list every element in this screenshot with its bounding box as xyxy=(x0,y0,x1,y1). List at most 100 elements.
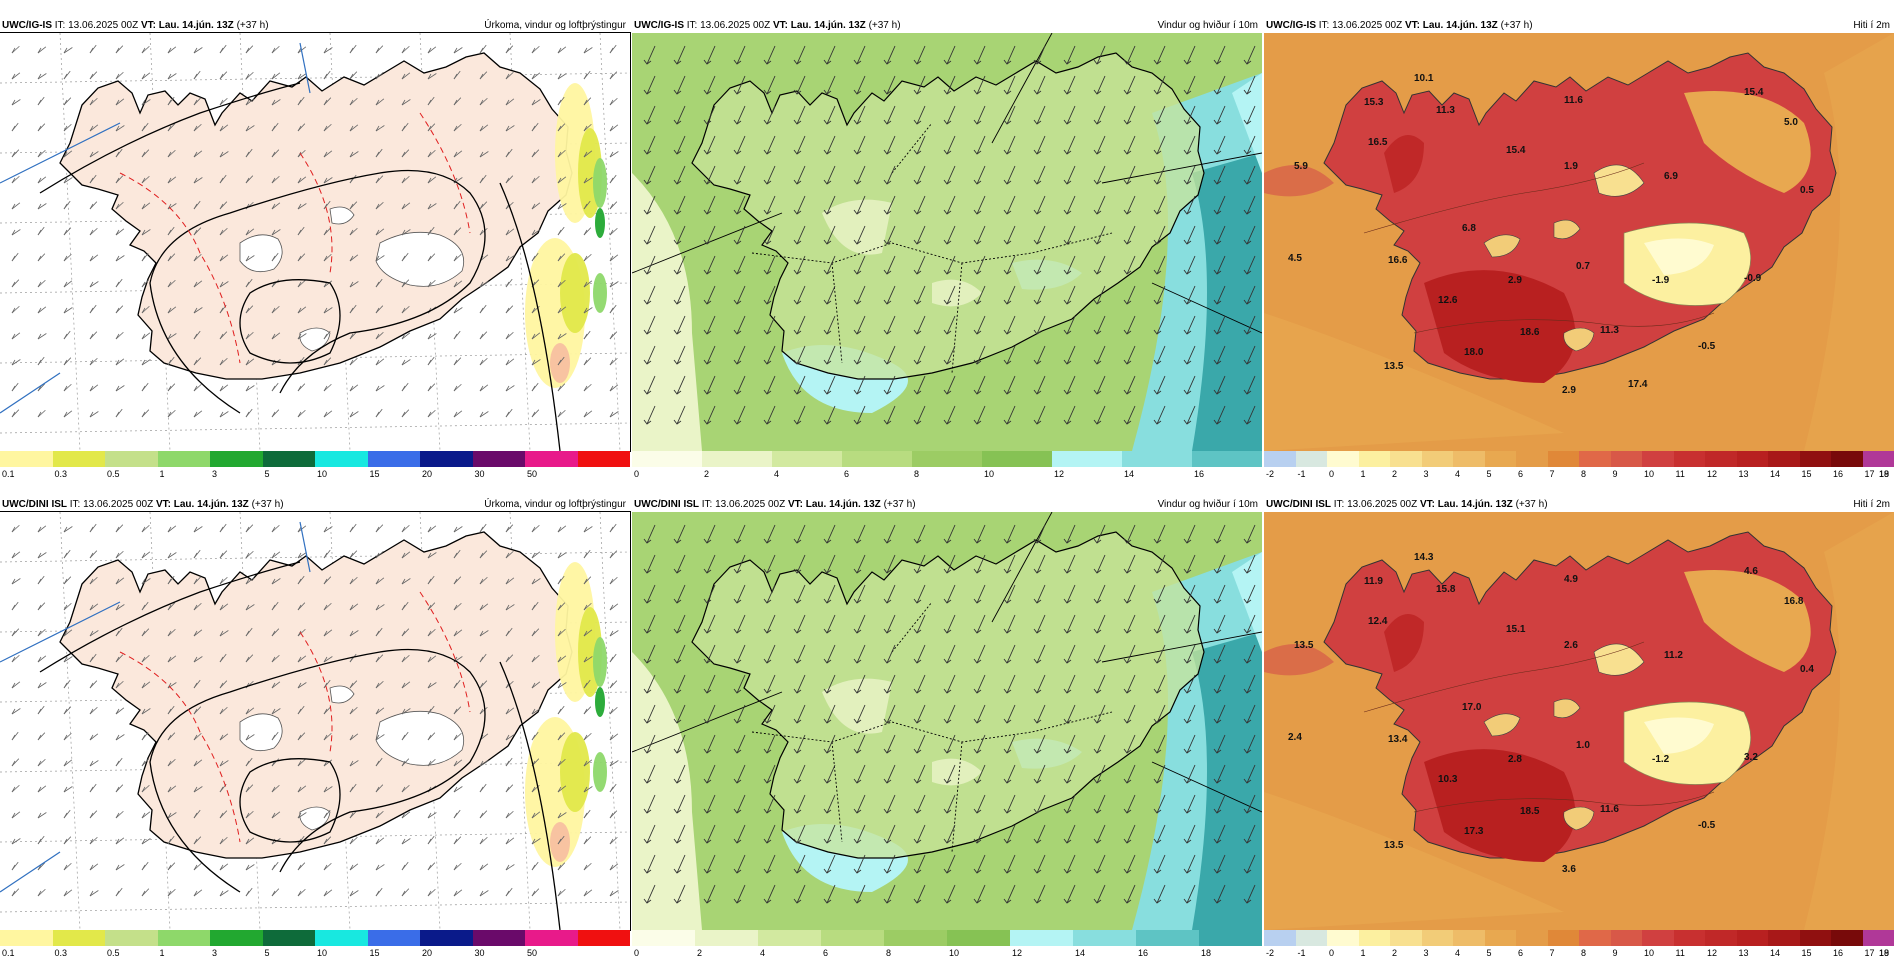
colorbar-tick-label: 8 xyxy=(914,469,920,479)
colorbar-swatch xyxy=(1327,930,1359,946)
panel-precip-dini: UWC/DINI ISL IT: 13.06.2025 00Z VT: Lau.… xyxy=(0,497,631,958)
colorbar-swatch xyxy=(1673,451,1705,467)
temperature-label: 11.6 xyxy=(1600,804,1619,815)
colorbar-swatch xyxy=(695,930,758,946)
colorbar-tick-label: 8 xyxy=(1581,948,1587,958)
colorbar-swatch xyxy=(632,451,702,467)
vt-label: VT: xyxy=(772,20,788,31)
map-canvas: 14.3 11.9 15.8 4.6 4.9 12.4 15.1 16.8 13.5 2.6 11.… xyxy=(1264,512,1894,930)
colorbar-tick-label: 11 xyxy=(1675,948,1685,958)
colorbar-swatch xyxy=(1705,930,1737,946)
temperature-label: 0.4 xyxy=(1800,664,1814,675)
colorbar-tick-label: 2 xyxy=(704,469,710,479)
colorbar-tick-label: 8 xyxy=(1581,469,1587,479)
temperature-label: -0.5 xyxy=(1698,820,1716,831)
colorbar-tick-label: 0 xyxy=(1329,948,1335,958)
colorbar-tick-label: 9 xyxy=(1612,948,1618,958)
temperature-label: 11.3 xyxy=(1436,105,1455,116)
colorbar-swatch xyxy=(1264,930,1296,946)
model-name: UWC/IG-IS xyxy=(634,20,684,31)
colorbar-tick-label: 1 xyxy=(1360,948,1366,958)
vt-label: VT: xyxy=(787,499,803,510)
colorbar-swatch xyxy=(105,930,158,946)
vt-label: VT: xyxy=(1404,20,1420,31)
vt-value: Lau. 14.jún. 13Z xyxy=(1422,20,1498,31)
map-canvas xyxy=(632,512,1262,930)
temperature-label: 1.0 xyxy=(1576,740,1590,751)
colorbar-swatch xyxy=(1547,930,1579,946)
colorbar-ticks: 0.1 0.3 0.5 1 3 5 10 15 20 30 50 xyxy=(0,947,630,959)
colorbar-tick-label: 14 xyxy=(1075,948,1086,958)
model-name: UWC/IG-IS xyxy=(2,20,52,31)
panel-precip-igis: UWC/IG-IS IT: 13.06.2025 00Z VT: Lau. 14… xyxy=(0,18,631,480)
temperature-label: 15.8 xyxy=(1436,584,1456,595)
temperature-label: 13.5 xyxy=(1294,640,1314,651)
colorbar-tick-label: 15 xyxy=(1801,469,1812,479)
temperature-label: 13.5 xyxy=(1384,840,1404,851)
temperature-label: 5.0 xyxy=(1784,117,1798,128)
temperature-label: 0.5 xyxy=(1800,185,1814,196)
temperature-label: 12.4 xyxy=(1368,616,1388,627)
colorbar-tick-label: 0.3 xyxy=(54,469,68,479)
colorbar-swatch xyxy=(1768,451,1800,467)
colorbar-swatch xyxy=(1610,451,1642,467)
colorbar-swatch xyxy=(702,451,772,467)
colorbar-tick-label: 5 xyxy=(264,469,270,479)
colorbar-swatch xyxy=(1390,930,1422,946)
colorbar-swatch xyxy=(947,930,1010,946)
colorbar-swatch xyxy=(0,451,53,467)
colorbar-swatch xyxy=(1831,930,1863,946)
colorbar-swatch xyxy=(315,930,368,946)
colorbar-tick-label: 5 xyxy=(1486,469,1492,479)
panel-title: Hiti í 2m xyxy=(1853,499,1890,510)
colorbar-tick-label: 2 xyxy=(1392,469,1398,479)
colorbar-swatch xyxy=(1736,930,1768,946)
colorbar-tick-label: 15 xyxy=(1801,948,1812,958)
temperature-label: 10.1 xyxy=(1414,73,1434,84)
temperature-label: 11.3 xyxy=(1600,325,1619,336)
colorbar-tick-label: 17 xyxy=(1864,469,1875,479)
temperature-label: 18.6 xyxy=(1520,327,1540,338)
colorbar-tick-label: 0 xyxy=(634,469,640,479)
colorbar-tick-label: 10 xyxy=(317,948,328,958)
colorbar-swatch xyxy=(262,451,315,467)
it-value: 13.06.2025 00Z xyxy=(1332,20,1403,31)
wind-map xyxy=(632,33,1262,451)
colorbar-swatch xyxy=(105,451,158,467)
temperature-label: 2.4 xyxy=(1288,732,1302,743)
colorbar-swatch xyxy=(1673,930,1705,946)
colorbar-tick-label: 19 xyxy=(1879,948,1890,958)
temperature-label: 2.8 xyxy=(1508,754,1522,765)
colorbar-swatch xyxy=(884,930,947,946)
colorbar-tick-label: 0 xyxy=(634,948,640,958)
colorbar-swatch xyxy=(1136,930,1199,946)
colorbar-tick-label: 20 xyxy=(422,948,433,958)
colorbar-tick-label: 3 xyxy=(212,469,218,479)
colorbar-tick-label: 4 xyxy=(1455,469,1461,479)
colorbar-tick-label: 0.3 xyxy=(54,948,68,958)
colorbar-tick-label: 14 xyxy=(1124,469,1135,479)
colorbar-ticks: -2 -1 0 1 2 3 4 5 6 7 8 9 10 11 12 13 14 15 16 17 18 19 xyxy=(1264,947,1894,959)
panel-header: UWC/IG-IS IT: 13.06.2025 00Z VT: Lau. 14… xyxy=(1264,18,1894,33)
temperature-map: 14.3 11.9 15.8 4.6 4.9 12.4 15.1 16.8 13.5 2.6 11.… xyxy=(1264,512,1894,930)
it-label: IT: xyxy=(1333,499,1345,510)
it-label: IT: xyxy=(701,499,713,510)
colorbar-tick-label: 3 xyxy=(1423,948,1429,958)
colorbar-tick-label: 30 xyxy=(474,948,485,958)
vt-value: Lau. 14.jún. 13Z xyxy=(173,499,249,510)
colorbar-tick-label: -1 xyxy=(1297,469,1306,479)
colorbar-swatch xyxy=(52,930,105,946)
model-name: UWC/DINI ISL xyxy=(1266,499,1331,510)
colorbar-tick-label: 4 xyxy=(760,948,766,958)
colorbar-tick-label: 12 xyxy=(1707,469,1718,479)
model-name: UWC/IG-IS xyxy=(1266,20,1316,31)
colorbar-ticks: 0.1 0.3 0.5 1 3 5 10 15 20 30 50 xyxy=(0,468,630,480)
colorbar-tick-label: 0.5 xyxy=(107,469,120,479)
colorbar-tick-label: 7 xyxy=(1549,469,1555,479)
temperature-label: 15.4 xyxy=(1506,145,1526,156)
panel-wind-igis: UWC/IG-IS IT: 13.06.2025 00Z VT: Lau. 14… xyxy=(632,18,1262,480)
colorbar-swatch xyxy=(1295,451,1327,467)
colorbar-tick-label: 3 xyxy=(1423,469,1429,479)
colorbar-swatch xyxy=(472,451,525,467)
lead-time: (+37 h) xyxy=(883,499,916,510)
